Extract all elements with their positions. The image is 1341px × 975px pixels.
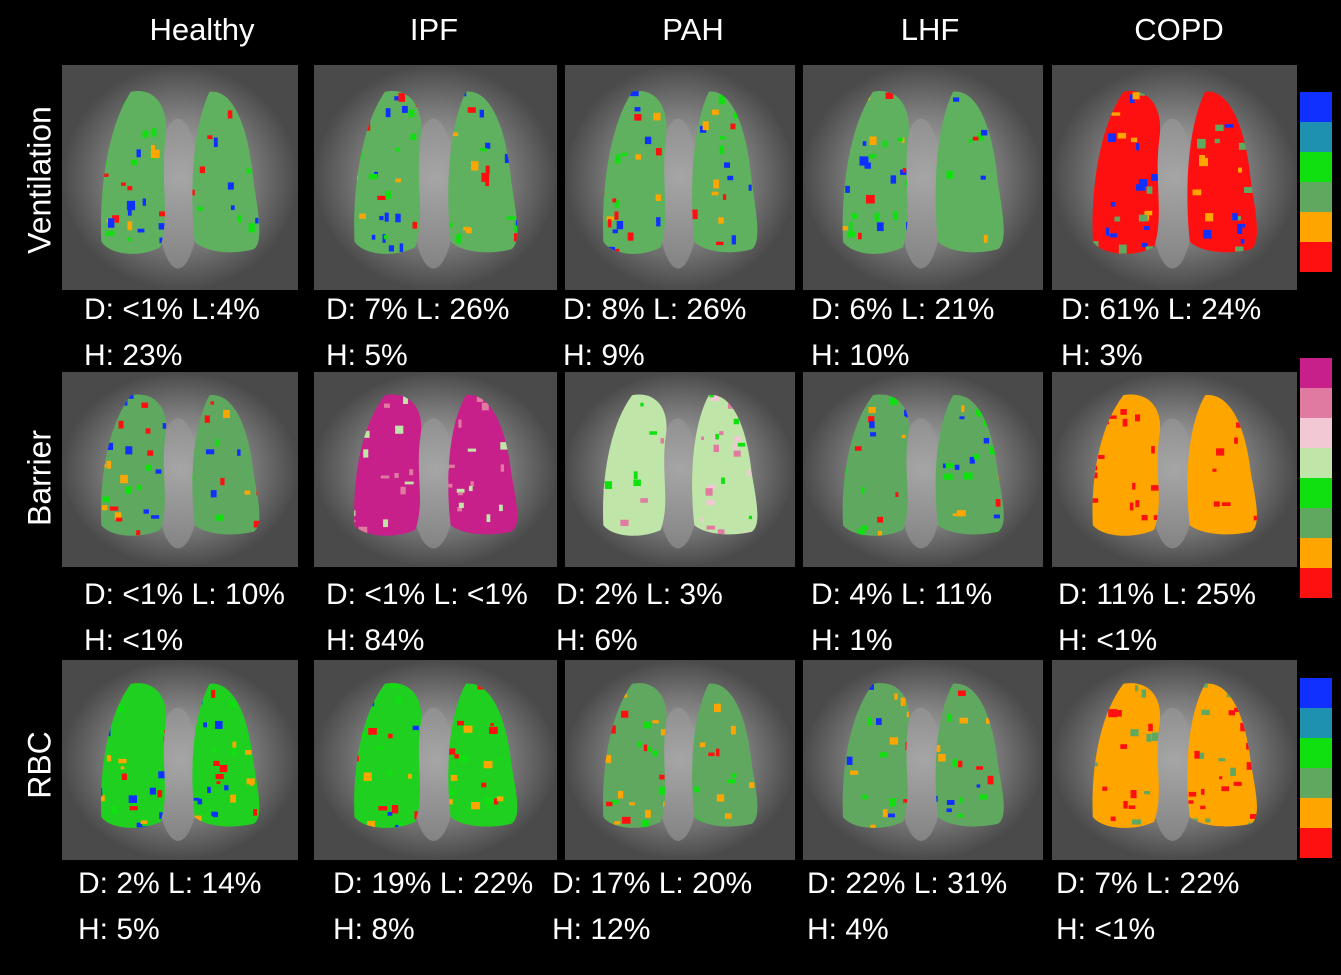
scale-swatch [1300, 182, 1332, 212]
scale-swatch [1300, 568, 1332, 598]
scale-swatch [1300, 358, 1332, 388]
stat-defect-low: D: 4% L: 11% [811, 578, 993, 611]
scale-swatch [1300, 828, 1332, 858]
stats-barrier-lhf: D: 4% L: 11% H: 1% [811, 578, 992, 658]
stats-rbc-healthy: D: 2% L: 14% H: 5% [78, 867, 261, 947]
lung-map-barrier-copd [1052, 372, 1297, 567]
stats-barrier-healthy: D: <1% L: 10% H: <1% [84, 578, 285, 658]
stat-high: H: 9% [563, 339, 645, 372]
lung-map-rbc-copd [1052, 660, 1297, 860]
stat-defect-low: D: <1% L: 10% [84, 578, 285, 611]
lung-map-rbc-lhf [803, 660, 1043, 860]
stat-defect-low: D: 61% L: 24% [1061, 293, 1262, 326]
column-header-ipf: IPF [409, 12, 459, 47]
stats-ventilation-ipf: D: 7% L: 26% H: 5% [326, 293, 509, 373]
scale-swatch [1300, 708, 1332, 738]
scale-swatch [1300, 92, 1332, 122]
column-header-lhf: LHF [900, 12, 960, 47]
row-label-ventilation: Ventilation [21, 106, 58, 254]
ventilation-color-scale [1300, 92, 1332, 272]
stat-defect-low: D: 7% L: 22% [1056, 867, 1240, 900]
lung-map-ventilation-lhf [803, 65, 1043, 290]
stat-high: H: 4% [807, 913, 889, 946]
stat-defect-low: D: <1% L:4% [84, 293, 260, 326]
stat-high: H: 10% [811, 339, 910, 372]
scale-swatch [1300, 508, 1332, 538]
scale-swatch [1300, 388, 1332, 418]
stats-rbc-ipf: D: 19% L: 22% H: 8% [333, 867, 533, 947]
scale-swatch [1300, 152, 1332, 182]
column-header-healthy: Healthy [149, 12, 255, 47]
stats-ventilation-healthy: D: <1% L:4% H: 23% [84, 293, 260, 373]
stat-high: H: <1% [84, 624, 184, 657]
scale-swatch [1300, 738, 1332, 768]
stat-defect-low: D: 7% L: 26% [326, 293, 510, 326]
stat-defect-low: D: <1% L: <1% [326, 578, 528, 611]
scale-swatch [1300, 418, 1332, 448]
row-label-rbc: RBC [21, 731, 58, 799]
stat-high: H: 8% [333, 913, 415, 946]
lung-map-ventilation-pah [565, 65, 795, 290]
stat-defect-low: D: 19% L: 22% [333, 867, 534, 900]
stat-high: H: 23% [84, 339, 183, 372]
lung-map-ventilation-ipf [314, 65, 557, 290]
stats-ventilation-pah: D: 8% L: 26% H: 9% [563, 293, 746, 373]
stat-high: H: <1% [1058, 624, 1158, 657]
scale-swatch [1300, 798, 1332, 828]
scale-swatch [1300, 448, 1332, 478]
scale-swatch [1300, 212, 1332, 242]
stat-defect-low: D: 11% L: 25% [1058, 578, 1256, 611]
stats-rbc-pah: D: 17% L: 20% H: 12% [552, 867, 752, 947]
lung-map-barrier-pah [565, 372, 795, 567]
stat-high: H: 6% [556, 624, 638, 657]
stat-defect-low: D: 6% L: 21% [811, 293, 995, 326]
stats-ventilation-lhf: D: 6% L: 21% H: 10% [811, 293, 994, 373]
scale-swatch [1300, 768, 1332, 798]
scale-swatch [1300, 678, 1332, 708]
stat-defect-low: D: 2% L: 3% [556, 578, 723, 611]
lung-map-barrier-ipf [314, 372, 557, 567]
lung-map-rbc-ipf [314, 660, 557, 860]
scale-swatch [1300, 478, 1332, 508]
stat-defect-low: D: 8% L: 26% [563, 293, 747, 326]
stat-high: H: <1% [1056, 913, 1156, 946]
lung-map-barrier-healthy [62, 372, 298, 567]
column-header-copd: COPD [1134, 12, 1224, 47]
lung-map-ventilation-healthy [62, 65, 298, 290]
scale-swatch [1300, 122, 1332, 152]
stat-high: H: 5% [326, 339, 408, 372]
lung-map-rbc-pah [565, 660, 795, 860]
lung-map-ventilation-copd [1052, 65, 1297, 290]
stat-defect-low: D: 17% L: 20% [552, 867, 753, 900]
lung-map-barrier-lhf [803, 372, 1043, 567]
lung-map-rbc-healthy [62, 660, 298, 860]
stat-high: H: 84% [326, 624, 425, 657]
stats-rbc-copd: D: 7% L: 22% H: <1% [1056, 867, 1239, 947]
stat-high: H: 5% [78, 913, 160, 946]
stats-barrier-copd: D: 11% L: 25% H: <1% [1058, 578, 1256, 658]
scale-swatch [1300, 538, 1332, 568]
stats-ventilation-copd: D: 61% L: 24% H: 3% [1061, 293, 1261, 373]
barrier-color-scale [1300, 358, 1332, 598]
stat-high: H: 12% [552, 913, 651, 946]
stat-high: H: 3% [1061, 339, 1143, 372]
stats-barrier-ipf: D: <1% L: <1% H: 84% [326, 578, 528, 658]
stat-defect-low: D: 2% L: 14% [78, 867, 262, 900]
rbc-color-scale [1300, 678, 1332, 858]
stat-high: H: 1% [811, 624, 893, 657]
stats-barrier-pah: D: 2% L: 3% H: 6% [556, 578, 723, 658]
stat-defect-low: D: 22% L: 31% [807, 867, 1008, 900]
column-header-pah: PAH [662, 12, 724, 47]
scale-swatch [1300, 242, 1332, 272]
row-label-barrier: Barrier [21, 429, 58, 527]
stats-rbc-lhf: D: 22% L: 31% H: 4% [807, 867, 1007, 947]
